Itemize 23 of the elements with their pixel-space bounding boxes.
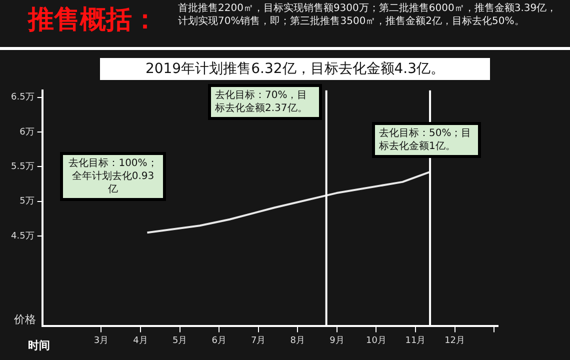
annotation: 去化目标：50%；目标去化金额1亿。 (372, 122, 481, 158)
y-axis-title: 价格 (14, 312, 36, 327)
x-tick-label: 4月 (133, 336, 148, 346)
x-tick-label: 3月 (94, 336, 109, 346)
x-tick-label: 9月 (330, 336, 344, 346)
x-tick-label: 10月 (366, 336, 386, 346)
y-tick-label: 4.5万 (10, 231, 34, 242)
x-tick-label: 8月 (290, 336, 306, 346)
x-tick-label: 11月 (405, 336, 426, 346)
chart-subtitle: 首批推售2200㎡，目标实现销售额9300万；第二批推售6000㎡，推售金额3.39亿，计划实现70%销售，即；第三批推售3500㎡，推售金额2亿，目标去化50%。 (178, 2, 558, 28)
annotation: 去化目标：70%，目标去化金额2.37亿。 (208, 84, 322, 120)
x-tick-label: 5月 (172, 336, 188, 346)
x-tick-label: 12月 (444, 336, 466, 346)
x-axis-title: 时间 (28, 338, 50, 353)
y-tick-label: 5.5万 (10, 162, 34, 172)
x-tick-label: 7月 (251, 336, 266, 346)
y-tick-label: 6.5万 (10, 92, 34, 103)
annotation: 去化目标：100%；全年计划去化0.93亿 (60, 152, 166, 201)
x-tick-label: 6月 (212, 336, 226, 346)
text: 2019年计划推售6.32亿，目标去化金额4.3亿。 (100, 58, 490, 80)
chart-title: 推售概括： (28, 4, 158, 37)
y-tick-label: 5万 (20, 196, 34, 207)
y-tick-label: 6万 (20, 127, 34, 138)
